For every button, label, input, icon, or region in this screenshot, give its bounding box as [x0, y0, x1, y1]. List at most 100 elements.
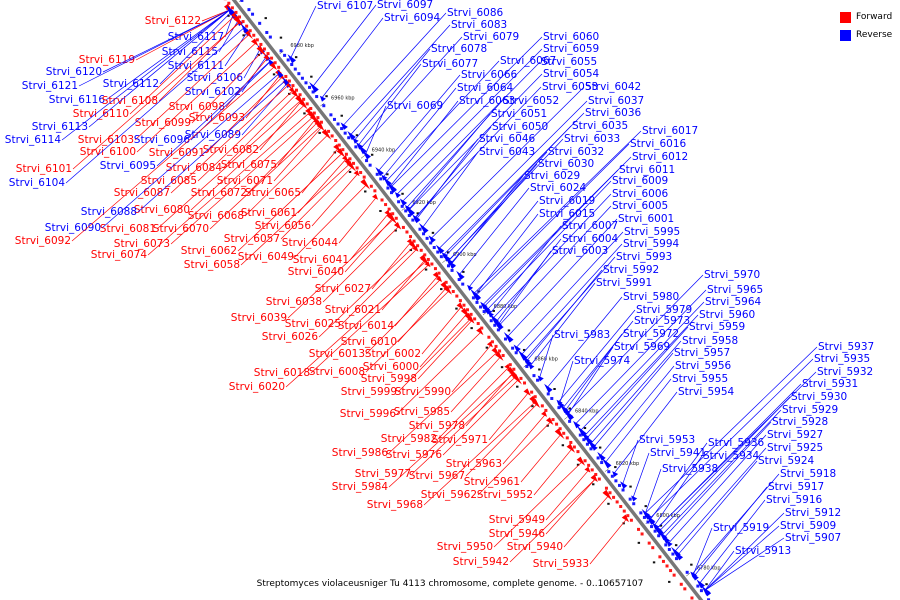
- gene-glyph: [514, 345, 521, 353]
- gene-label: Strvi_6038: [266, 296, 322, 308]
- gene-label: Strvi_6024: [530, 182, 587, 194]
- gene-block: [657, 534, 660, 537]
- gene-label: Strvi_6061: [241, 207, 297, 219]
- gene-block: [584, 459, 587, 462]
- gene-label: Strvi_6101: [16, 163, 72, 175]
- gene-label: Strvi_5965: [707, 284, 763, 296]
- gene-label: Strvi_5972: [623, 328, 679, 340]
- track-marker: [440, 288, 442, 290]
- gene-leader-line: [366, 280, 440, 354]
- track-marker: [310, 76, 312, 78]
- gene-block: [287, 58, 290, 61]
- gene-label: Strvi_6040: [288, 266, 344, 278]
- gene-label: Strvi_6055: [541, 56, 597, 68]
- gene-label: Strvi_5916: [766, 494, 823, 506]
- gene-label: Strvi_5961: [464, 476, 520, 488]
- gene-label: Strvi_6041: [293, 254, 349, 266]
- gene-block: [438, 272, 441, 275]
- gene-leader-line: [546, 479, 595, 534]
- gene-label: Strvi_6006: [612, 188, 669, 200]
- gene-block: [308, 86, 311, 89]
- gene-block: [473, 317, 476, 320]
- gene-block: [430, 263, 433, 266]
- gene-block: [477, 322, 480, 325]
- track-marker: [325, 95, 327, 97]
- gene-block: [550, 397, 553, 400]
- gene-block: [331, 134, 334, 137]
- gene-label: Strvi_6044: [282, 237, 339, 249]
- gene-label: Strvi_6121: [22, 80, 78, 92]
- gene-label: Strvi_6004: [562, 233, 619, 245]
- gene-label: Strvi_5933: [533, 558, 589, 570]
- gene-label: Strvi_6012: [632, 151, 688, 163]
- gene-label: Strvi_5912: [785, 507, 841, 519]
- legend-forward-label: Forward: [856, 12, 892, 22]
- gene-label: Strvi_5927: [767, 429, 823, 441]
- gene-block: [536, 379, 539, 382]
- gene-label: Strvi_5942: [453, 556, 509, 568]
- gene-leader-line: [420, 314, 467, 367]
- gene-label: Strvi_6046: [479, 133, 536, 145]
- track-marker: [538, 368, 540, 370]
- gene-glyph: [360, 179, 370, 190]
- gene-leader-line: [372, 242, 411, 289]
- gene-label: Strvi_6094: [384, 12, 441, 24]
- gene-block: [395, 217, 398, 220]
- gene-label: Strvi_5957: [674, 347, 730, 359]
- track-marker: [470, 327, 472, 329]
- gene-block: [555, 423, 558, 426]
- gene-block: [605, 487, 608, 490]
- gene-leader-line: [560, 361, 573, 404]
- gene-label: Strvi_6049: [238, 251, 294, 263]
- gene-block: [639, 511, 642, 514]
- gene-block: [231, 6, 234, 9]
- gene-leader-line: [521, 434, 561, 482]
- gene-block: [277, 66, 280, 69]
- gene-block: [532, 374, 535, 377]
- gene-label: Strvi_6050: [492, 121, 548, 133]
- legend-item-forward: Forward: [840, 8, 898, 26]
- track-marker: [508, 329, 510, 331]
- gene-label: Strvi_6080: [134, 204, 190, 216]
- gene-label: Strvi_5931: [802, 378, 858, 390]
- gene-block: [459, 299, 462, 302]
- gene-label: Strvi_5990: [395, 386, 451, 398]
- gene-block: [304, 81, 307, 84]
- gene-label: Strvi_6100: [80, 146, 136, 158]
- gene-block: [309, 107, 312, 110]
- gene-label: Strvi_5959: [689, 321, 745, 333]
- track-marker: [629, 486, 631, 488]
- gene-label: Strvi_6054: [543, 68, 600, 80]
- gene-block: [461, 283, 464, 286]
- gene-block: [334, 139, 337, 142]
- gene-block: [490, 319, 493, 322]
- gene-block: [269, 36, 272, 39]
- gene-label: Strvi_6014: [338, 320, 395, 332]
- gene-block: [646, 521, 649, 524]
- gene-glyph: [524, 388, 531, 396]
- gene-block: [586, 443, 589, 446]
- gene-label: Strvi_5999: [341, 386, 397, 398]
- gene-block: [600, 461, 603, 464]
- gene-block: [562, 432, 565, 435]
- reverse-color-swatch: [840, 30, 851, 41]
- gene-label: Strvi_5934: [703, 450, 760, 462]
- gene-block: [618, 484, 621, 487]
- gene-glyph: [620, 481, 627, 489]
- track-marker: [653, 561, 655, 563]
- gene-block: [609, 491, 612, 494]
- track-marker: [675, 544, 677, 546]
- gene-label: Strvi_5937: [818, 341, 874, 353]
- gene-leader-line: [614, 392, 677, 473]
- axis-tick-label: 6820 kbp: [616, 461, 640, 467]
- gene-block: [557, 406, 560, 409]
- gene-block: [509, 363, 512, 366]
- gene-block: [369, 164, 372, 167]
- gene-block: [629, 498, 632, 501]
- gene-label: Strvi_5907: [785, 532, 841, 544]
- gene-label: Strvi_5998: [361, 373, 417, 385]
- gene-block: [249, 29, 252, 32]
- gene-label: Strvi_5960: [699, 309, 755, 321]
- gene-block: [345, 153, 348, 156]
- gene-block: [234, 11, 237, 14]
